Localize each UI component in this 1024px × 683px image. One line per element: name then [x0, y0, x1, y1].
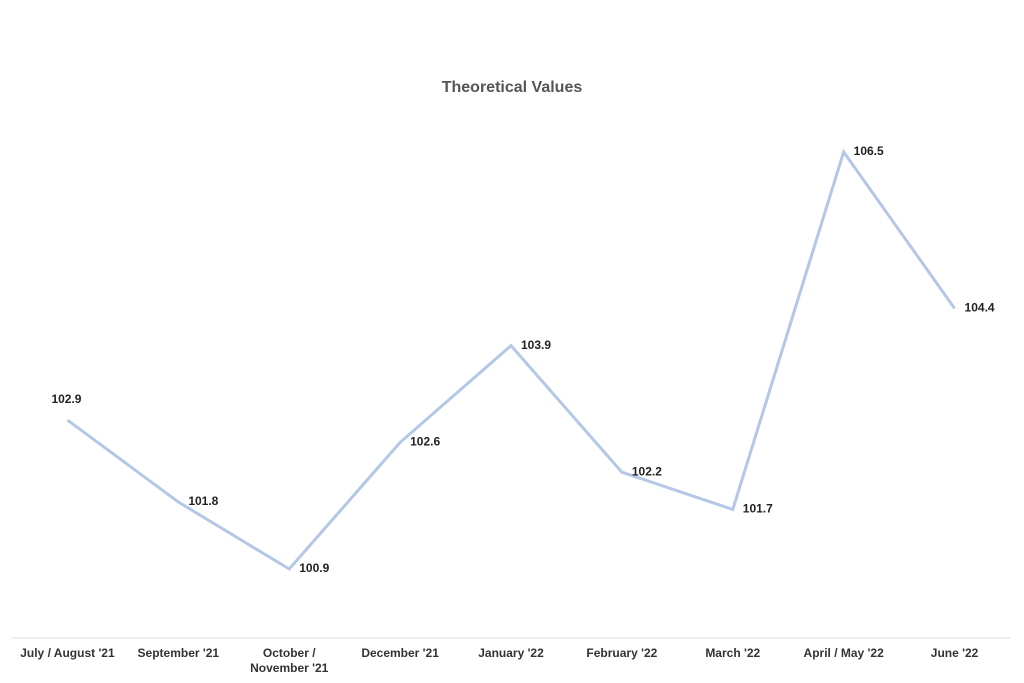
x-tick-label: January '22 — [478, 646, 544, 660]
data-label: 102.6 — [410, 435, 440, 449]
data-label: 101.8 — [188, 494, 218, 508]
data-label: 104.4 — [965, 301, 995, 315]
x-tick-label: April / May '22 — [803, 646, 884, 660]
x-tick-label: December '21 — [361, 646, 439, 660]
data-label: 102.2 — [632, 464, 662, 478]
data-label: 100.9 — [299, 561, 329, 575]
data-label: 103.9 — [521, 338, 551, 352]
line — [66, 148, 956, 571]
x-tick-label: September '21 — [137, 646, 220, 660]
x-tick-label: February '22 — [586, 646, 658, 660]
data-label: 106.5 — [854, 144, 884, 158]
x-tick-label: June '22 — [930, 646, 979, 660]
x-tick-label: October / November '21 — [250, 646, 329, 675]
data-label: 102.9 — [51, 392, 81, 406]
x-tick-label: July / August '21 — [20, 646, 115, 660]
chart-title: Theoretical Values — [442, 79, 583, 96]
data-label: 101.7 — [743, 502, 773, 516]
x-tick-label: March '22 — [705, 646, 761, 660]
